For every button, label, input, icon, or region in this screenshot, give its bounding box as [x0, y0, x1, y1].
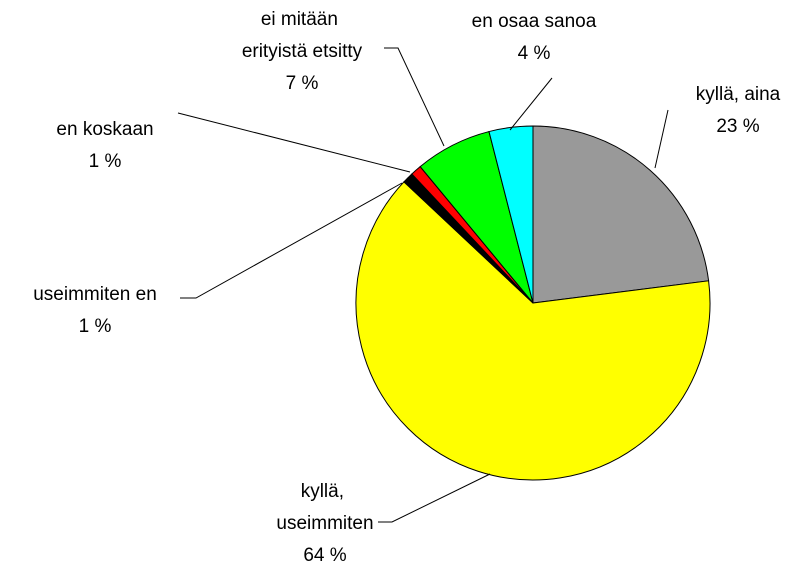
value-label: 23 %: [716, 116, 759, 137]
category-label: useimmiten en: [33, 284, 157, 305]
value-label: 1 %: [79, 316, 112, 337]
pie-slice: [532, 125, 710, 304]
leader-line: [378, 473, 491, 523]
value-label: 4 %: [518, 43, 551, 64]
category-label: en osaa sanoa: [472, 11, 597, 32]
category-label: kyllä, aina: [696, 84, 781, 105]
leader-line: [177, 112, 411, 173]
leader-line: [180, 182, 403, 299]
value-label: 64 %: [303, 545, 346, 565]
leader-line: [509, 77, 553, 131]
pie-slice: [488, 125, 534, 304]
pie-slice: [355, 181, 711, 481]
category-label: en koskaan: [56, 119, 153, 140]
value-label: 1 %: [89, 151, 122, 172]
leader-line: [654, 109, 669, 169]
category-label: kyllä, useimmiten: [276, 481, 373, 534]
leader-line: [384, 47, 445, 147]
category-label: ei mitään erityistä etsitty: [242, 9, 363, 62]
value-label: 7 %: [286, 73, 319, 94]
